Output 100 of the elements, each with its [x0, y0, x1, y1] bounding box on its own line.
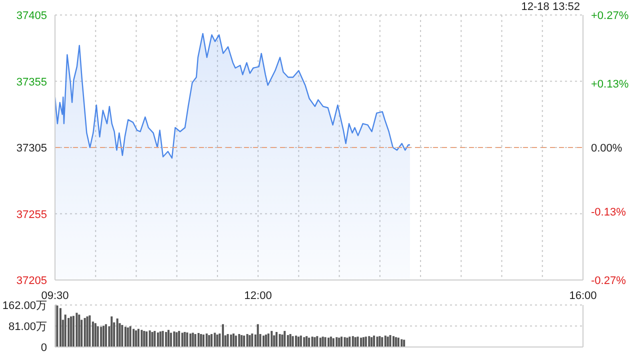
- bar: [178, 330, 180, 347]
- bar: [297, 336, 300, 347]
- bar: [194, 334, 196, 347]
- bar: [124, 326, 126, 347]
- bar: [208, 335, 210, 347]
- bar: [356, 336, 359, 347]
- bar: [137, 328, 140, 347]
- bar: [135, 330, 138, 347]
- bar: [100, 326, 102, 347]
- bar: [389, 335, 392, 347]
- bar: [170, 332, 172, 347]
- bar: [322, 336, 324, 347]
- bar: [238, 334, 240, 347]
- bar: [94, 323, 96, 347]
- bar: [324, 337, 326, 347]
- bar: [214, 332, 216, 347]
- bar: [276, 332, 278, 347]
- bar: [246, 334, 248, 347]
- bar: [110, 316, 113, 347]
- bar: [132, 328, 135, 347]
- bar: [176, 332, 178, 347]
- bar: [234, 336, 237, 347]
- bar: [78, 314, 80, 347]
- bar: [295, 336, 298, 347]
- bar: [104, 324, 107, 347]
- bar: [267, 334, 270, 347]
- bar: [376, 336, 378, 347]
- bar: [232, 334, 234, 347]
- y2-tick-label: 0.00%: [591, 142, 622, 154]
- bar: [332, 338, 334, 347]
- bar: [306, 336, 308, 347]
- bar: [240, 335, 243, 347]
- bar: [86, 316, 88, 347]
- bar: [292, 336, 294, 347]
- bar: [316, 336, 318, 347]
- bar: [84, 318, 86, 347]
- bar: [273, 335, 276, 347]
- bar: [262, 336, 265, 347]
- bar: [116, 318, 118, 347]
- bar: [59, 308, 62, 347]
- bar: [230, 334, 232, 347]
- bar: [392, 336, 395, 347]
- bar: [70, 316, 72, 347]
- bar: [159, 331, 162, 347]
- bar: [330, 336, 332, 347]
- bar: [286, 335, 289, 347]
- bar: [165, 332, 168, 347]
- bar: [143, 330, 146, 347]
- bar: [206, 334, 208, 347]
- bar: [181, 332, 184, 347]
- bar: [364, 336, 367, 347]
- bar: [378, 336, 381, 347]
- bar: [403, 340, 406, 347]
- y2-tick-label: +0.27%: [591, 10, 629, 22]
- bar: [368, 336, 370, 347]
- bar: [303, 337, 306, 347]
- bar: [243, 336, 246, 347]
- bar: [397, 338, 400, 347]
- bar: [256, 324, 259, 347]
- bar: [64, 314, 66, 347]
- bar: [319, 338, 322, 347]
- bar: [140, 330, 143, 347]
- bar: [189, 334, 192, 347]
- x-tick-label: 09:30: [41, 290, 69, 302]
- bar: [251, 334, 254, 347]
- y-tick-label: 0: [40, 342, 47, 354]
- bar: [151, 332, 154, 347]
- bar: [162, 330, 164, 347]
- bar: [300, 336, 302, 347]
- y2-tick-label: -0.27%: [591, 275, 626, 287]
- bar: [336, 337, 338, 347]
- bar: [121, 324, 124, 347]
- bar: [352, 336, 354, 347]
- bar: [202, 334, 204, 347]
- bar: [148, 330, 151, 347]
- bar: [264, 334, 267, 347]
- bar: [311, 336, 314, 347]
- bar: [102, 326, 105, 347]
- bar: [216, 334, 218, 347]
- y-tick-label: 37205: [16, 275, 47, 287]
- bar: [344, 337, 346, 347]
- bar: [314, 337, 316, 347]
- bar: [400, 339, 403, 347]
- y-tick-label: 37255: [16, 208, 47, 221]
- bar: [362, 337, 364, 347]
- bar: [186, 332, 188, 347]
- bar: [226, 334, 229, 347]
- bar: [200, 334, 202, 347]
- bar: [198, 333, 200, 347]
- bar: [173, 331, 176, 347]
- bar: [348, 336, 351, 347]
- bar: [184, 332, 186, 347]
- y2-tick-label: +0.13%: [591, 78, 629, 91]
- y-tick-label: 37355: [16, 76, 47, 88]
- bar: [381, 337, 384, 347]
- bar: [394, 337, 397, 347]
- bar: [370, 337, 373, 347]
- bar: [270, 330, 273, 347]
- bar: [278, 334, 281, 347]
- bar: [129, 326, 132, 347]
